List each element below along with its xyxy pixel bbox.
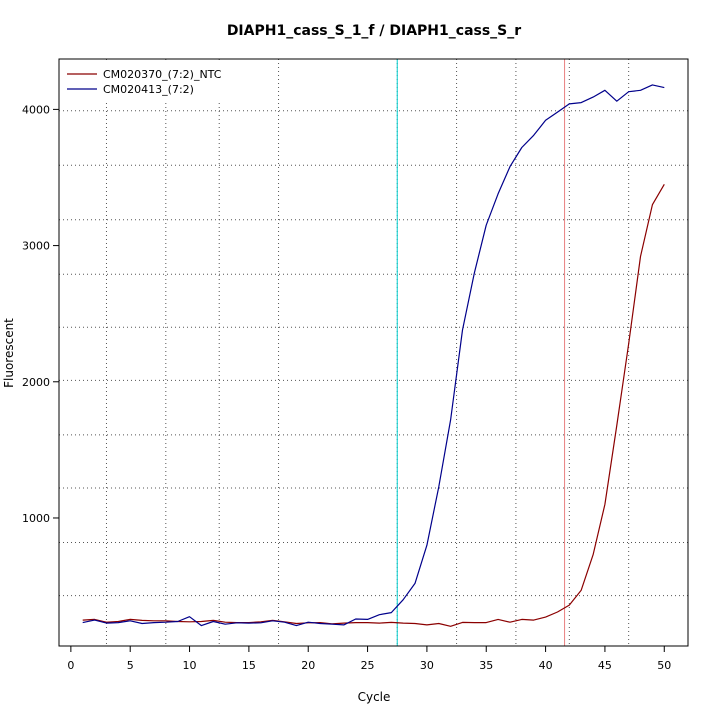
- x-tick-label: 30: [420, 659, 434, 672]
- legend-label-1: CM020370_(7:2)_NTC: [103, 68, 222, 81]
- chart-title-text: DIAPH1_cass_S_1_f / DIAPH1_cass_S_r: [227, 23, 521, 39]
- x-tick-label: 5: [127, 659, 134, 672]
- x-tick-label: 10: [183, 659, 197, 672]
- series-line-2: [82, 84, 665, 627]
- x-tick-label: 20: [301, 659, 315, 672]
- x-tick-label: 50: [657, 659, 671, 672]
- x-tick-label: 25: [361, 659, 375, 672]
- series-line-1: [82, 183, 665, 627]
- x-tick-label: 40: [539, 659, 553, 672]
- x-tick-label: 45: [598, 659, 612, 672]
- plot-frame: [58, 58, 689, 647]
- threshold-lines: [396, 59, 566, 646]
- legend: CM020370_(7:2)_NTC CM020413_(7:2): [60, 60, 250, 100]
- legend-label-2: CM020413_(7:2): [103, 83, 194, 96]
- x-axis-label: Cycle: [358, 690, 391, 704]
- x-tick-label: 35: [479, 659, 493, 672]
- y-axis: 1000 2000 3000 4000: [22, 103, 60, 525]
- x-tick-label: 0: [67, 659, 74, 672]
- series-lines: [82, 84, 665, 627]
- y-tick-label: 3000: [22, 240, 50, 253]
- x-tick-label: 15: [242, 659, 256, 672]
- grid: [59, 59, 688, 646]
- x-axis: 0 5 10 15 20 25 30 35 40 45 50: [67, 645, 671, 672]
- y-tick-label: 4000: [22, 103, 50, 116]
- y-tick-label: 2000: [22, 376, 50, 389]
- legend-box: [60, 60, 250, 100]
- chart-title: DIAPH1_cass_S_1_f / DIAPH1_cass_S_r: [227, 23, 521, 39]
- y-axis-label: Fluorescent: [2, 318, 16, 388]
- y-tick-label: 1000: [22, 512, 50, 525]
